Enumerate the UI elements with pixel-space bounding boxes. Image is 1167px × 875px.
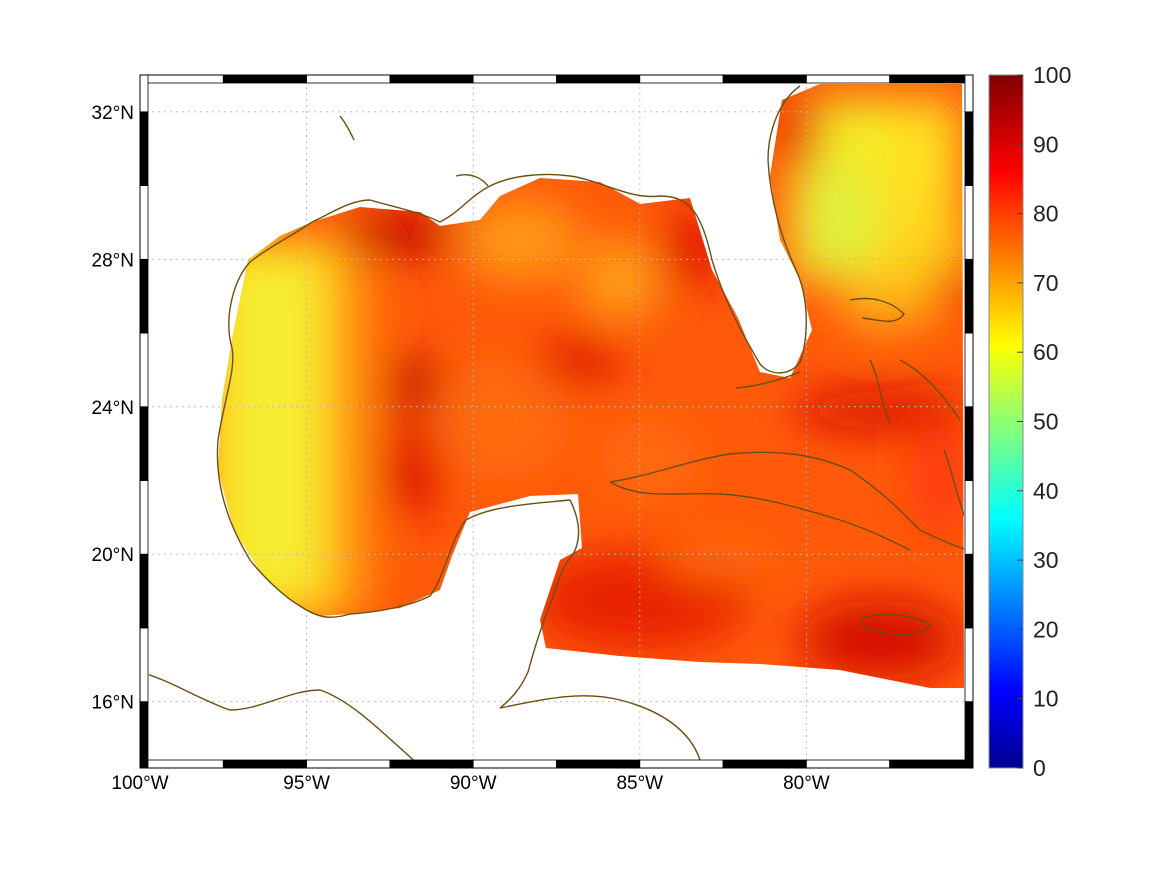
lat-label: 20°N	[92, 545, 134, 566]
frame-segment-lat-4-1	[964, 406, 974, 481]
frame-segment-lon-0-1	[139, 759, 224, 769]
frame-segment-lon-2-1	[306, 759, 391, 769]
colorbar-label: 80	[1033, 201, 1059, 227]
colorbar-label: 20	[1033, 616, 1059, 642]
frame-segment-lat-2-1	[964, 553, 974, 629]
map-grid	[149, 83, 964, 760]
frame-segment-lon-5-0	[556, 74, 641, 84]
coastline-layer	[149, 85, 964, 760]
frame-segment-lat-6-1	[964, 258, 974, 334]
frame-segment-lon-8-1	[806, 759, 891, 769]
frame-segment-lon-1-0	[222, 74, 308, 84]
colorbar-label: 90	[1033, 131, 1059, 157]
frame-segment-lat-6-0	[139, 258, 149, 334]
lon-label: 80°W	[783, 773, 830, 794]
frame-segment-lat-8-1	[964, 111, 974, 186]
frame-segment-lat-0-0	[139, 701, 149, 769]
frame-segment-lon-4-0	[472, 74, 557, 84]
frame-segment-lon-3-0	[389, 74, 474, 84]
colorbar-label: 70	[1033, 270, 1059, 296]
colorbar-label: 10	[1033, 686, 1059, 712]
frame-segment-lat-1-0	[139, 627, 149, 703]
frame-segment-lon-9-1	[889, 759, 974, 769]
longitude-labels: 100°W 95°W 90°W 85°W 80°W	[111, 773, 829, 794]
frame-segment-lat-1-1	[964, 627, 974, 703]
colorbar-label: 100	[1033, 62, 1071, 88]
frame-segment-lon-6-1	[639, 759, 724, 769]
frame-segment-lon-8-0	[806, 74, 891, 84]
colorbar-label: 40	[1033, 478, 1059, 504]
lon-label: 95°W	[283, 773, 330, 794]
lat-label: 28°N	[92, 250, 134, 271]
lon-label: 90°W	[450, 773, 497, 794]
lat-label: 24°N	[92, 398, 134, 419]
lat-label: 16°N	[92, 693, 134, 714]
frame-segment-lon-6-0	[639, 74, 724, 84]
frame-segment-lat-5-1	[964, 332, 974, 408]
colorbar-label: 30	[1033, 547, 1059, 573]
frame-segment-lat-0-1	[964, 701, 974, 769]
frame-outline	[139, 74, 974, 769]
frame-segment-lon-2-0	[306, 74, 391, 84]
frame-segment-lat-7-1	[964, 185, 974, 260]
frame-segment-lon-7-0	[722, 74, 807, 84]
lat-label: 32°N	[92, 103, 134, 124]
frame-segment-lon-5-1	[556, 759, 641, 769]
frame-segment-lon-7-1	[722, 759, 807, 769]
frame-segment-lat-4-0	[139, 406, 149, 481]
frame-segment-lon-4-1	[472, 759, 557, 769]
frame-segment-lat-9-1	[964, 74, 974, 113]
map-frame	[139, 74, 974, 769]
frame-segment-lat-3-1	[964, 480, 974, 555]
frame-segment-lat-8-0	[139, 111, 149, 186]
frame-segment-lat-7-0	[139, 185, 149, 260]
frame-segment-lon-3-1	[389, 759, 474, 769]
colorbar-label: 60	[1033, 339, 1059, 365]
latitude-labels: 32°N 28°N 24°N 20°N 16°N	[92, 103, 134, 714]
frame-segment-lat-3-0	[139, 480, 149, 555]
frame-segment-lon-0-0	[139, 74, 224, 84]
colorbar-label: 50	[1033, 409, 1059, 435]
frame-segment-lat-9-0	[139, 74, 149, 113]
lon-label: 100°W	[111, 773, 168, 794]
frame-segment-lat-5-0	[139, 332, 149, 408]
frame-segment-lon-9-0	[889, 74, 974, 84]
ocean-field	[218, 84, 964, 688]
frame-segment-lon-1-1	[222, 759, 308, 769]
frame-segment-lat-2-0	[139, 553, 149, 629]
lon-label: 85°W	[616, 773, 663, 794]
colorbar-label: 0	[1033, 755, 1046, 781]
